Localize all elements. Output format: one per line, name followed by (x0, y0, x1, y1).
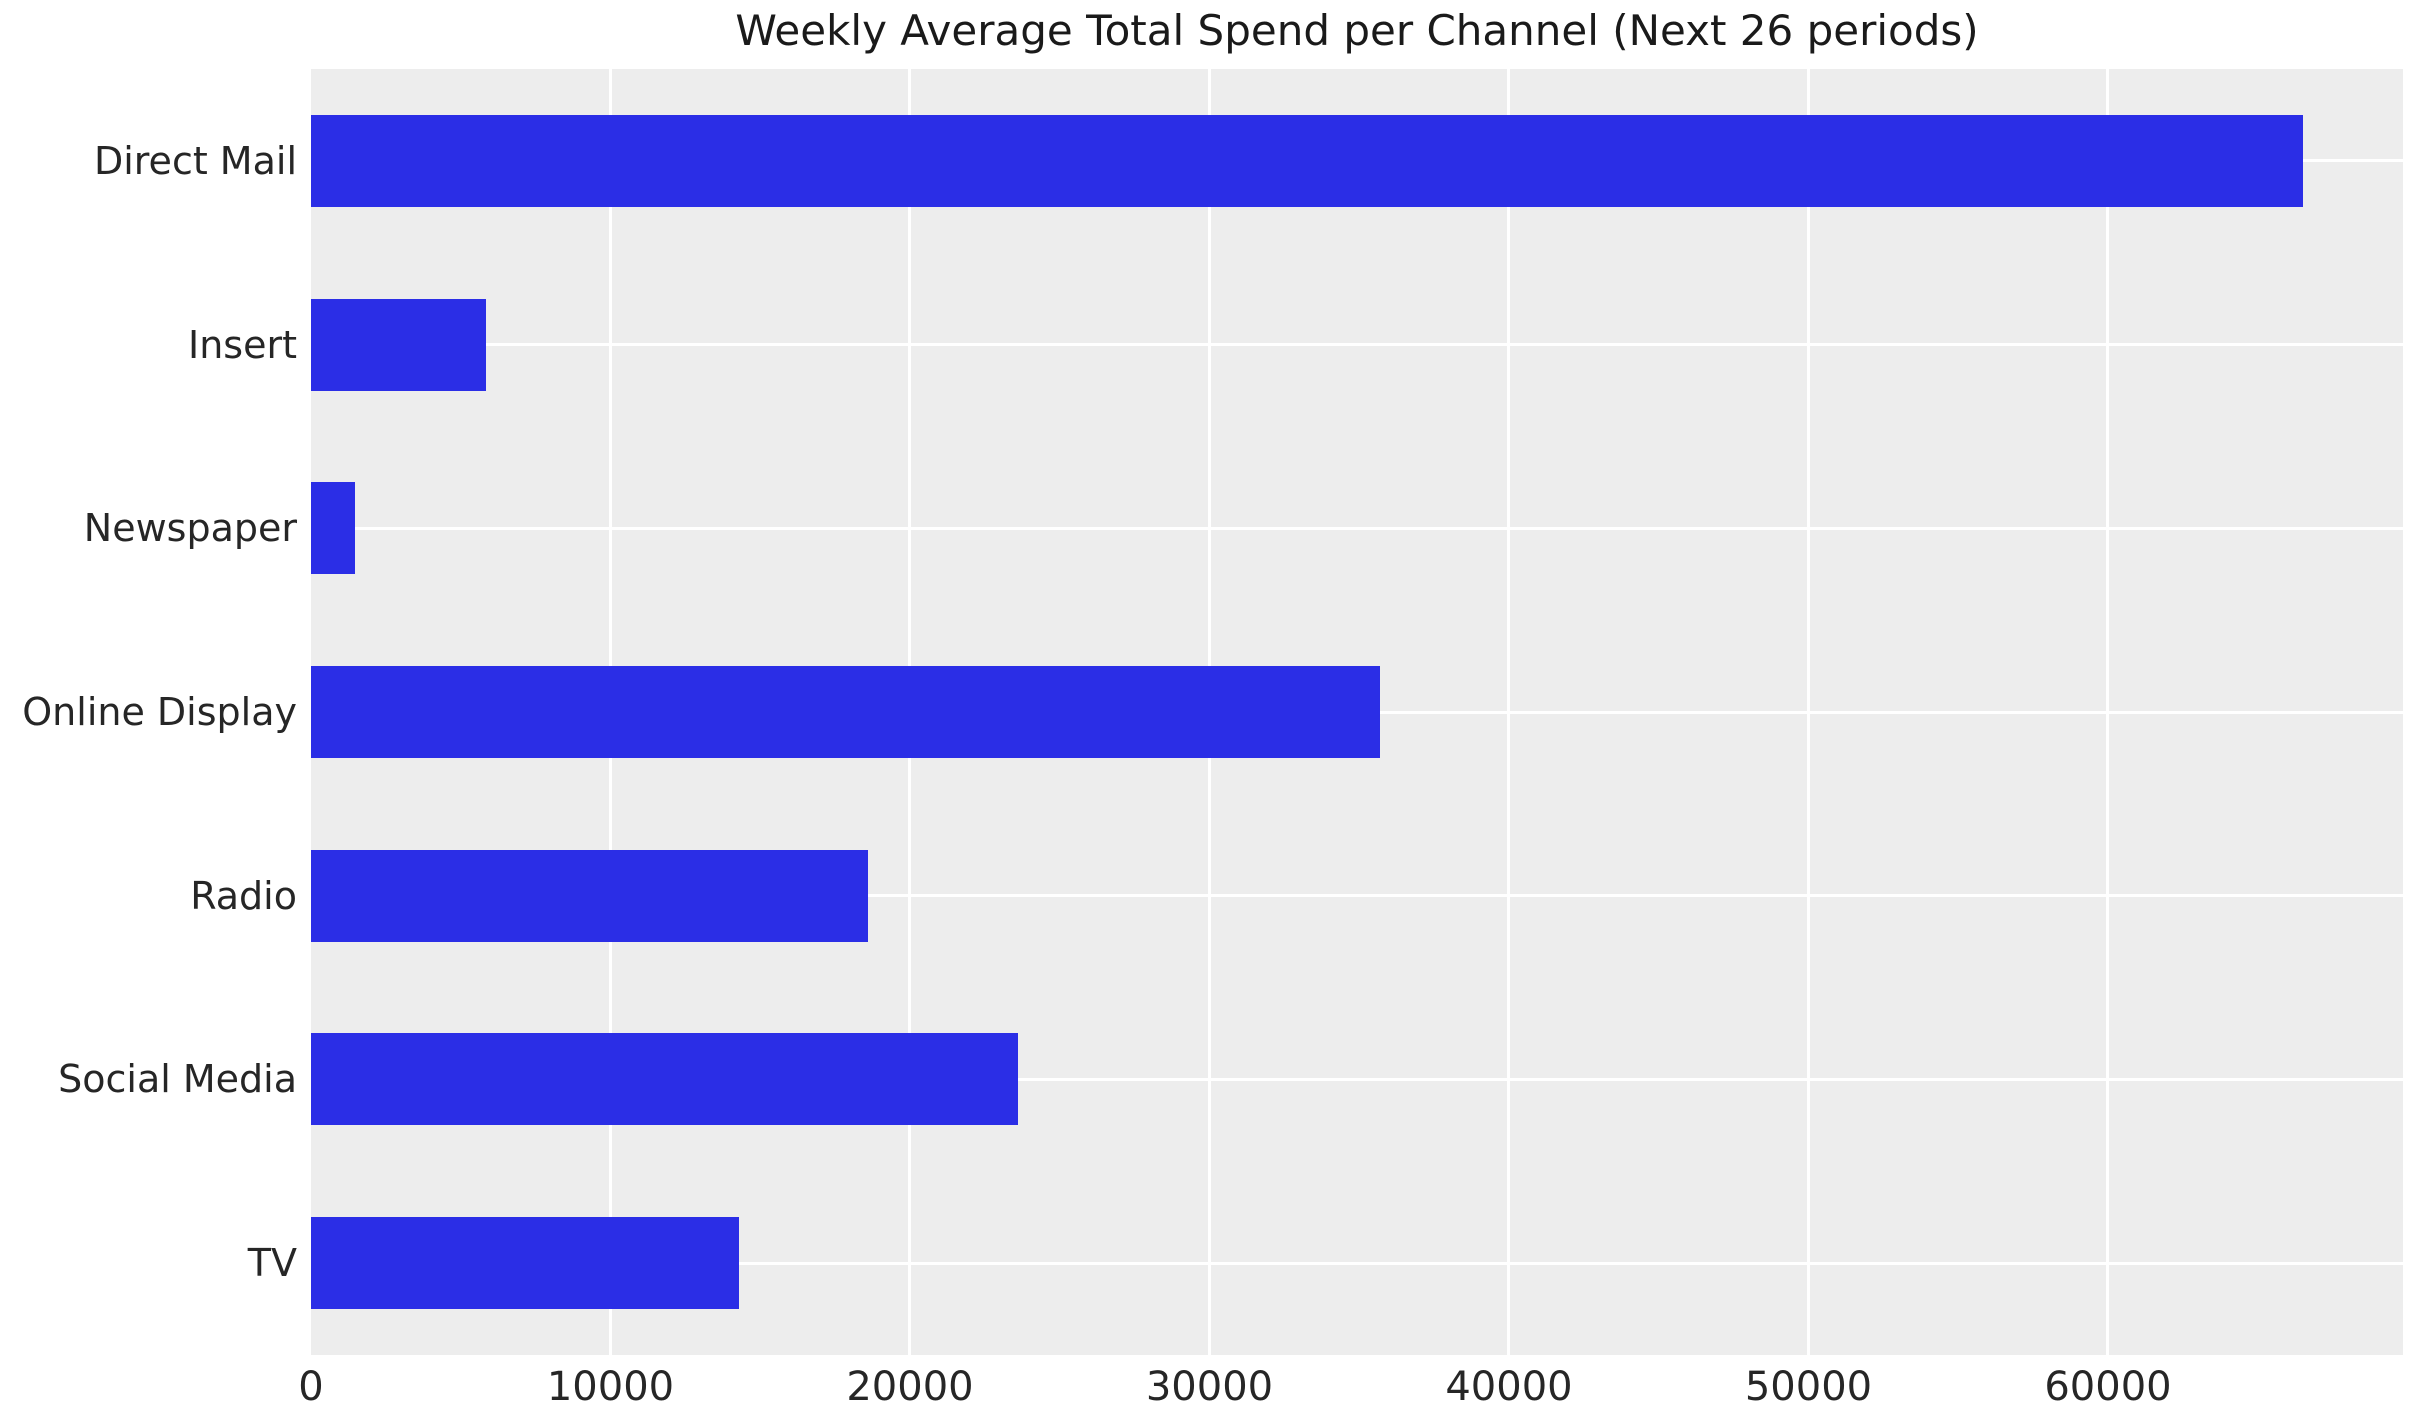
y-tick-label-direct-mail: Direct Mail (93, 138, 297, 183)
x-tick-label-40000: 40000 (1445, 1364, 1573, 1410)
bar-insert (311, 298, 486, 391)
vertical-gridline (1507, 69, 1511, 1355)
x-tick-label-50000: 50000 (1744, 1364, 1873, 1410)
chart-title: Weekly Average Total Spend per Channel (… (735, 6, 1979, 55)
y-tick-label-online-display: Online Display (22, 690, 297, 734)
bar-social-media (311, 1033, 1018, 1126)
y-tick-label-insert: Insert (188, 322, 297, 367)
bar-direct-mail (311, 114, 2303, 207)
y-tick-label-radio: Radio (190, 873, 297, 918)
horizontal-gridline (311, 894, 2403, 898)
y-tick-label-newspaper: Newspaper (83, 506, 297, 551)
x-tick-label-0: 0 (298, 1364, 324, 1410)
plot-area (311, 69, 2403, 1355)
x-tick-label-20000: 20000 (846, 1364, 974, 1410)
bar-online-display (311, 666, 1381, 758)
y-tick-label-social-media: Social Media (58, 1057, 297, 1102)
bar-newspaper (311, 482, 356, 575)
bar-radio (311, 849, 869, 942)
x-tick-label-60000: 60000 (2044, 1364, 2172, 1410)
x-tick-label-30000: 30000 (1145, 1364, 1274, 1410)
horizontal-gridline (311, 1261, 2403, 1265)
y-tick-label-tv: TV (247, 1241, 297, 1286)
bar-tv (311, 1217, 740, 1310)
horizontal-gridline (311, 1077, 2403, 1081)
horizontal-gridline (311, 526, 2403, 530)
x-tick-label-10000: 10000 (546, 1364, 675, 1410)
vertical-gridline (2106, 69, 2110, 1355)
vertical-gridline (1806, 69, 1810, 1355)
horizontal-gridline (311, 343, 2403, 347)
